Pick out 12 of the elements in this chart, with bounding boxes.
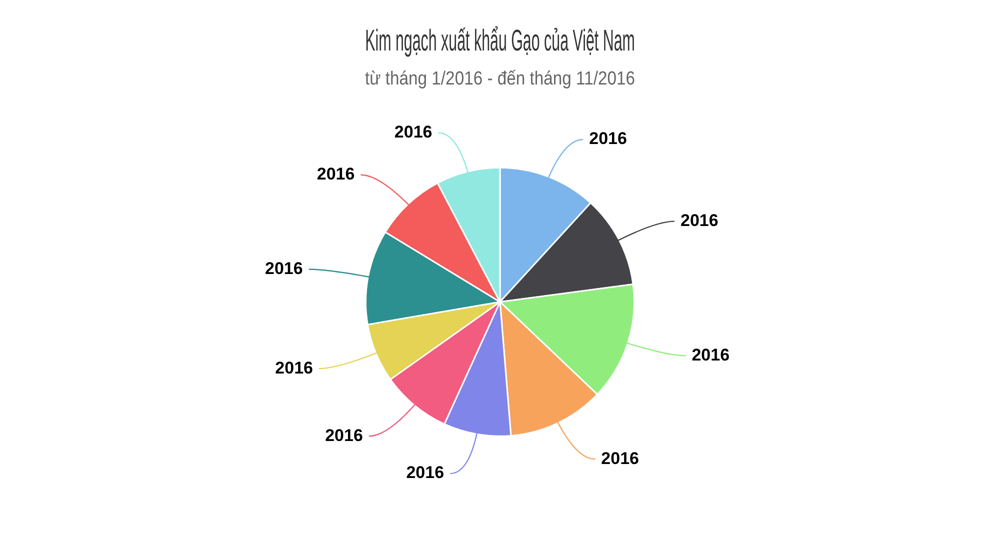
slice-label: 2016 xyxy=(406,463,444,482)
slice-label: 2016 xyxy=(316,164,355,184)
slice-label: 2016 xyxy=(265,258,303,278)
slice-label: 2016 xyxy=(601,448,640,468)
slice-label: 2016 xyxy=(325,426,363,445)
slice-label: 2016 xyxy=(275,358,314,378)
slice-label: 2016 xyxy=(589,129,627,148)
chart-subtitle: từ tháng 1/2016 - đến tháng 11/2016 xyxy=(365,68,636,89)
slice-label: 2016 xyxy=(692,345,730,364)
slice-label: 2016 xyxy=(394,122,432,142)
chart-title: Kim ngạch xuất khẩu Gạo của Việt Nam xyxy=(365,24,635,58)
slice-label: 2016 xyxy=(680,211,718,230)
